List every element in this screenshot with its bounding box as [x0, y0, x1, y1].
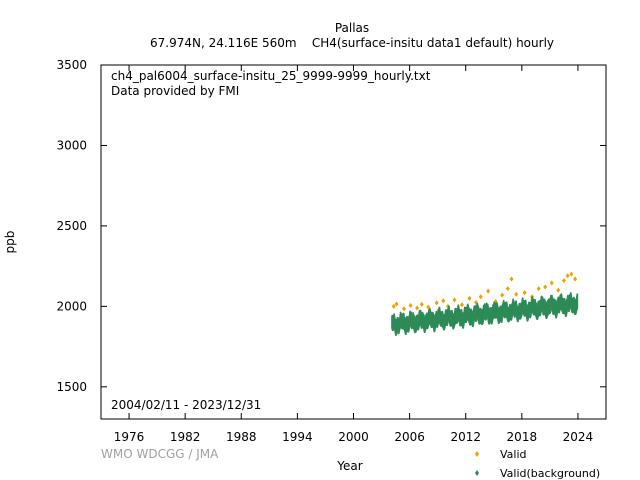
valid-point [486, 288, 491, 294]
legend-label-background: Valid(background) [500, 467, 600, 480]
valid-point [441, 298, 446, 304]
valid-point [402, 306, 406, 312]
valid-point [478, 294, 483, 300]
legend-marker-background [475, 470, 479, 476]
valid-point [408, 303, 413, 309]
x-tick-label: 2000 [338, 430, 369, 444]
chart-subtitle: 67.974N, 24.116E 560m CH4(surface-insitu… [150, 36, 554, 50]
x-tick-label: 2012 [450, 430, 481, 444]
x-tick-label: 1994 [282, 430, 313, 444]
plot-frame [100, 64, 607, 420]
valid-point [500, 292, 505, 298]
y-tick-label: 1500 [56, 380, 87, 394]
x-tick-label: 2006 [394, 430, 425, 444]
x-axis-label: Year [336, 459, 362, 473]
valid-point [509, 276, 514, 282]
x-tick-label: 1988 [226, 430, 257, 444]
data-layer [391, 271, 579, 336]
y-tick-label: 2000 [56, 299, 87, 313]
valid-point [543, 284, 548, 290]
y-axis: 1500 2000 2500 3000 3500 [56, 58, 606, 394]
valid-point [536, 286, 541, 292]
x-tick-label: 2024 [563, 430, 594, 444]
provider-annotation: Data provided by FMI [111, 84, 239, 98]
period-annotation: 2004/02/11 - 2023/12/31 [111, 398, 261, 412]
valid-point [467, 295, 472, 301]
valid-point [561, 278, 566, 284]
series-background [391, 292, 579, 336]
y-axis-label: ppb [3, 231, 17, 254]
valid-point [415, 305, 420, 311]
y-tick-label: 2500 [56, 219, 87, 233]
valid-point [452, 297, 457, 303]
y-tick-label: 3000 [56, 138, 87, 152]
legend: Valid Valid(background) [475, 448, 600, 480]
credit-text: WMO WDCGG / JMA [101, 447, 219, 461]
valid-point [434, 300, 439, 306]
valid-point [419, 301, 424, 307]
file-annotation: ch4_pal6004_surface-insitu_25_9999-9999_… [111, 69, 431, 83]
chart-title: Pallas [335, 21, 369, 35]
valid-point [514, 291, 519, 297]
y-tick-label: 3500 [56, 58, 87, 72]
valid-point [505, 286, 510, 292]
valid-point [549, 280, 554, 286]
valid-point [394, 301, 399, 307]
valid-point [426, 304, 431, 310]
valid-point [522, 290, 527, 296]
valid-point [459, 302, 464, 308]
valid-point [569, 271, 574, 277]
valid-point [391, 303, 396, 309]
valid-point [565, 273, 570, 279]
valid-point [556, 287, 561, 293]
x-tick-label: 2018 [507, 430, 538, 444]
legend-marker-valid [475, 451, 479, 457]
x-tick-label: 1982 [170, 430, 201, 444]
legend-label-valid: Valid [500, 448, 527, 461]
valid-point [573, 276, 578, 282]
x-tick-label: 1976 [114, 430, 145, 444]
x-axis: 1976 1982 1988 1994 2000 2006 2012 2018 2024 [114, 65, 593, 444]
